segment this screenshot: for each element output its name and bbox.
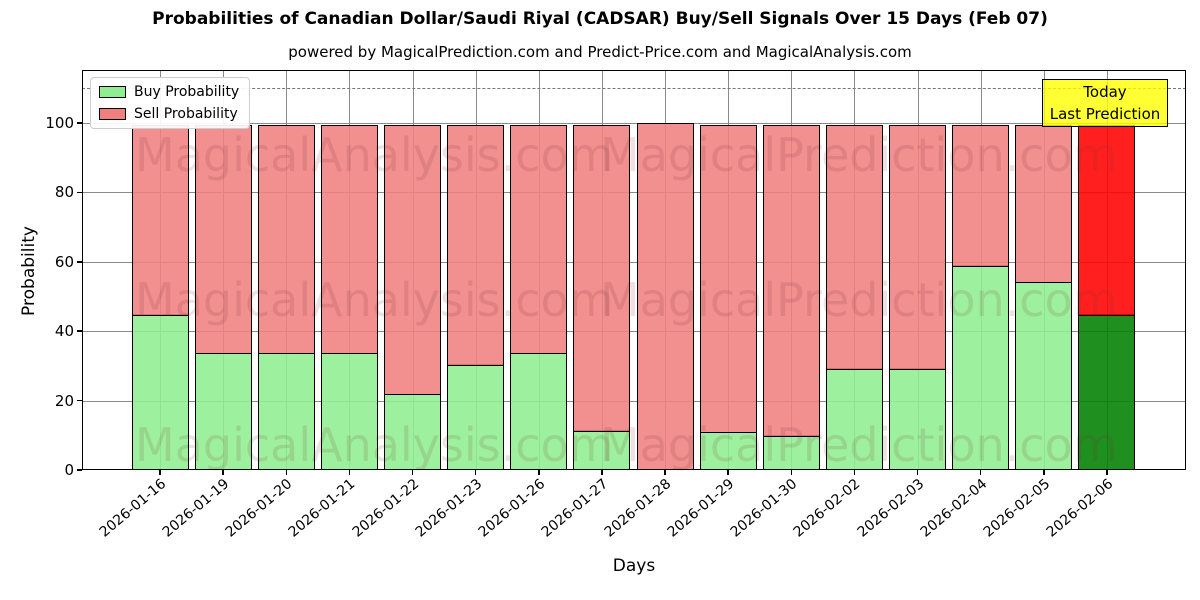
bar-segment-buy — [194, 352, 252, 470]
gridline-horizontal — [82, 123, 1186, 125]
bar-segment-sell — [194, 124, 252, 355]
legend-item-buy: Buy Probability — [99, 84, 239, 100]
bar-segment-sell — [320, 124, 378, 355]
bar-segment-sell — [825, 124, 883, 370]
bar-segment-buy — [825, 368, 883, 470]
y-tick-label: 80 — [54, 183, 74, 202]
sell-probability-swatch-icon — [99, 108, 126, 120]
bar-segment-sell — [384, 124, 442, 396]
bar-segment-sell — [1015, 124, 1073, 284]
gridline-horizontal — [82, 400, 1186, 402]
bar-segment-sell — [889, 124, 947, 370]
bar-segment-sell — [762, 124, 820, 437]
bar-segment-sell — [510, 124, 568, 355]
x-tick-mark — [222, 470, 224, 475]
x-tick-label: 2026-01-16 — [96, 476, 170, 541]
plot-area: MagicalAnalysis.comMagicalPrediction.com… — [82, 70, 1186, 472]
x-tick-mark — [979, 470, 982, 475]
x-axis-label: Days — [612, 556, 656, 576]
x-tick-mark — [664, 470, 666, 475]
bar-segment-buy — [131, 313, 189, 470]
legend-label-sell: Sell Probability — [134, 106, 238, 122]
x-tick-mark — [285, 470, 287, 475]
y-tick-label: 100 — [45, 114, 74, 133]
y-tick-label: 0 — [64, 461, 74, 479]
bar-segment-sell — [573, 124, 631, 432]
chart-title: Probabilities of Canadian Dollar/Saudi R… — [152, 9, 1048, 29]
legend: Buy Probability Sell Probability — [90, 77, 251, 129]
buy-probability-swatch-icon — [99, 86, 126, 98]
bar-segment-buy — [699, 431, 757, 470]
y-tick-label: 20 — [54, 391, 74, 410]
x-tick-mark — [601, 470, 603, 475]
x-tick-mark — [411, 470, 414, 475]
bar-segment-sell — [952, 124, 1010, 267]
x-tick-mark — [474, 470, 477, 475]
bar-segment-sell — [636, 123, 694, 470]
y-tick-label: 60 — [54, 252, 74, 271]
bar-segment-sell — [1078, 124, 1136, 316]
x-tick-mark — [348, 470, 351, 475]
x-tick-mark — [853, 470, 856, 475]
x-tick-mark — [538, 470, 540, 475]
gridline-horizontal — [82, 331, 1186, 333]
today-annotation-line2: Last Prediction — [1049, 105, 1161, 123]
today-annotation-line1: Today — [1083, 83, 1127, 101]
gridline-horizontal — [82, 261, 1186, 263]
x-tick-mark — [727, 470, 729, 475]
x-tick-mark — [1043, 470, 1045, 475]
y-tick-label: 40 — [54, 322, 74, 341]
bar-segment-sell — [447, 124, 505, 366]
gridline-horizontal — [82, 192, 1186, 194]
x-tick-mark — [790, 470, 793, 475]
y-tick-mark — [77, 330, 82, 332]
bar-segment-buy — [1015, 281, 1073, 470]
bar-segment-buy — [573, 430, 631, 470]
bar-segment-sell — [699, 124, 757, 434]
bar-segment-buy — [762, 435, 820, 470]
y-tick-mark — [77, 399, 82, 402]
today-annotation: Today Last Prediction — [1042, 79, 1168, 127]
y-tick-mark — [77, 191, 82, 194]
bar-segment-buy — [384, 393, 442, 470]
bar-segment-buy — [889, 368, 947, 470]
y-tick-mark — [77, 469, 82, 471]
bar-segment-buy — [320, 352, 378, 470]
bar-segment-buy — [257, 352, 315, 470]
legend-label-buy: Buy Probability — [134, 84, 240, 100]
x-tick-mark — [1106, 470, 1108, 475]
x-tick-mark — [159, 470, 161, 475]
y-tick-mark — [77, 261, 82, 263]
y-tick-mark — [77, 122, 82, 124]
bar-segment-buy — [1078, 313, 1136, 470]
threshold-dashed-line — [82, 88, 1186, 90]
x-tick-mark — [916, 470, 919, 475]
chart-subtitle: powered by MagicalPrediction.com and Pre… — [288, 43, 912, 61]
bar-segment-buy — [510, 352, 568, 470]
bar-segment-sell — [257, 124, 315, 355]
bar-segment-buy — [952, 265, 1010, 470]
bar-segment-buy — [447, 364, 505, 470]
legend-item-sell: Sell Probability — [99, 106, 239, 122]
bar-segment-sell — [131, 124, 189, 316]
